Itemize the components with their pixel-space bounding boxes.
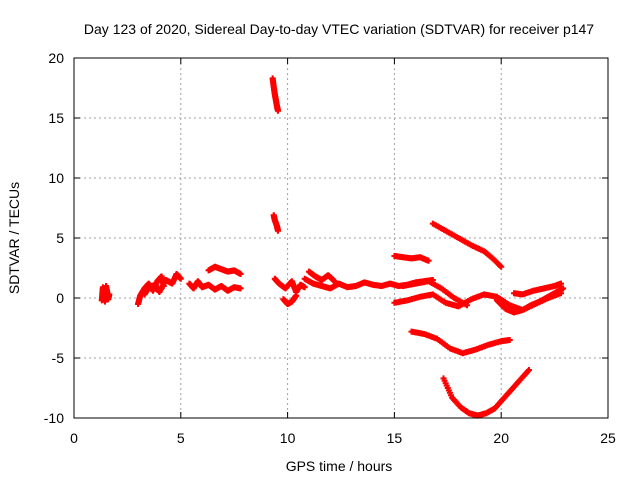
- series-arc-12: [391, 253, 432, 264]
- series-arc-15: [399, 278, 471, 309]
- y-tick-label: 0: [56, 290, 64, 306]
- data-point: [506, 337, 513, 343]
- data-points: [98, 75, 567, 419]
- data-point: [237, 271, 244, 277]
- data-point: [293, 292, 300, 299]
- series-arc-6: [269, 75, 281, 114]
- series-arc-5: [205, 263, 244, 277]
- y-axis-label: SDTVAR / TECUs: [6, 182, 22, 294]
- x-tick-label: 20: [493, 430, 509, 446]
- x-axis-label: GPS time / hours: [286, 458, 393, 474]
- chart-title: Day 123 of 2020, Sidereal Day-to-day VTE…: [84, 21, 594, 37]
- data-point: [525, 367, 532, 373]
- plot-frame: [73, 57, 609, 419]
- axis-ticks: 0 5 10 15 20 25 -10 -5 0 5 10 15 20: [44, 50, 616, 446]
- data-point: [558, 280, 565, 287]
- series-arc-1: [98, 283, 113, 305]
- y-tick-label: -10: [44, 410, 64, 426]
- data-point: [425, 257, 432, 264]
- data-point: [498, 263, 505, 270]
- series-arc-18: [408, 328, 513, 357]
- y-tick-label: 20: [48, 50, 64, 66]
- y-tick-label: 10: [48, 170, 64, 186]
- series-arc-4: [186, 278, 244, 294]
- data-point: [274, 227, 281, 234]
- series-arc-19: [440, 367, 532, 419]
- series-arc-13: [429, 220, 505, 270]
- series-arc-3: [141, 271, 184, 298]
- series-arc-17: [511, 280, 565, 298]
- x-tick-label: 5: [177, 430, 185, 446]
- x-tick-label: 15: [387, 430, 403, 446]
- data-point: [331, 278, 338, 285]
- data-point: [464, 302, 471, 309]
- data-point: [177, 275, 184, 282]
- grid: [74, 58, 608, 418]
- x-tick-label: 25: [600, 430, 616, 446]
- data-point: [274, 107, 281, 114]
- y-tick-label: 5: [56, 230, 64, 246]
- series-arc-7: [270, 212, 281, 234]
- series-arc-16: [493, 285, 567, 316]
- data-point: [106, 291, 113, 298]
- x-tick-label: 0: [70, 430, 78, 446]
- x-tick-label: 10: [280, 430, 296, 446]
- y-tick-label: 15: [48, 110, 64, 126]
- data-point: [237, 285, 244, 292]
- data-point: [560, 285, 567, 292]
- series-arc-11: [305, 268, 338, 285]
- series-arc-9: [280, 292, 300, 307]
- data-point: [301, 284, 308, 291]
- y-tick-label: -5: [52, 350, 65, 366]
